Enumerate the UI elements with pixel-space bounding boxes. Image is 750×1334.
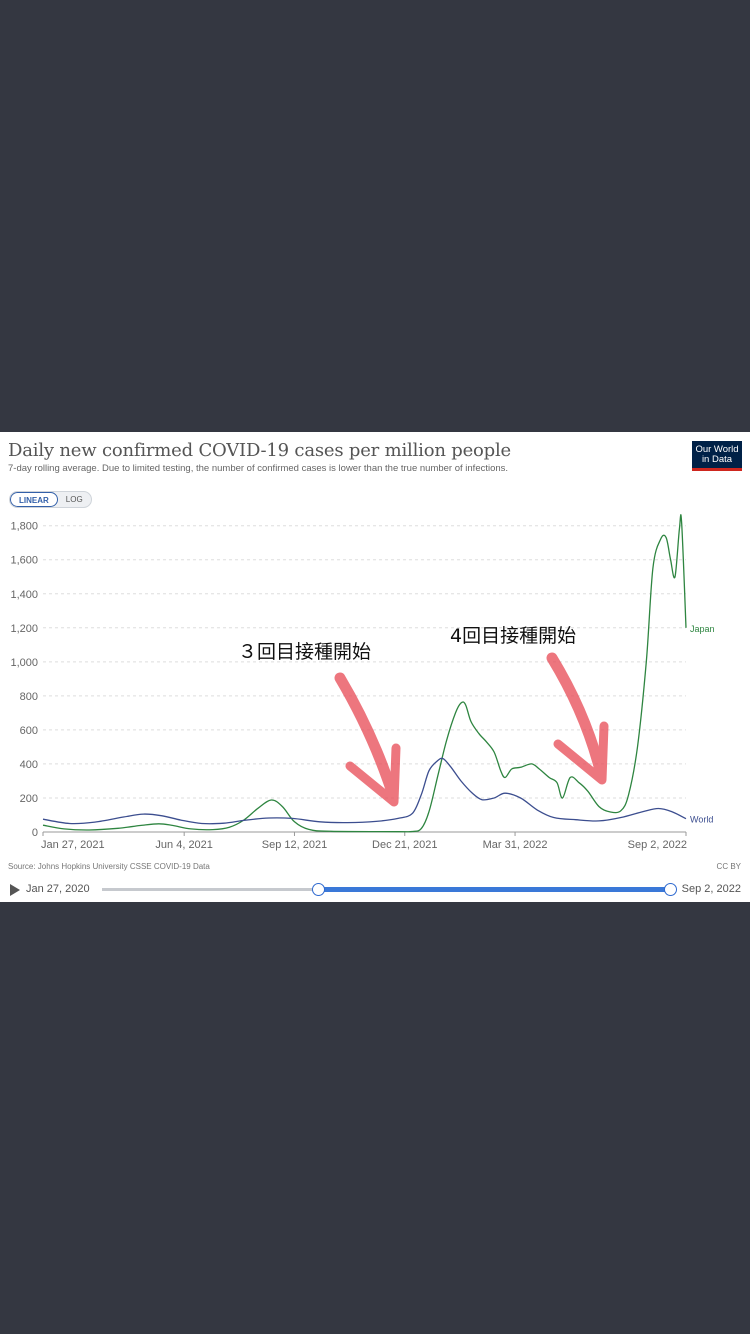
x-tick-label: Mar 31, 2022 [483, 839, 548, 851]
linear-scale-button[interactable]: LINEAR [10, 492, 58, 507]
license-label[interactable]: CC BY [716, 862, 741, 871]
logo-line-2: in Data [701, 454, 733, 465]
log-scale-button[interactable]: LOG [65, 495, 83, 504]
x-tick-label: Dec 21, 2021 [372, 839, 437, 851]
chart-card: Daily new confirmed COVID-19 cases per m… [0, 432, 750, 902]
x-tick-label: Sep 2, 2022 [628, 839, 687, 851]
logo-line-1: Our World [695, 444, 739, 455]
series-line-world [42, 757, 687, 825]
series-label-world: World [690, 815, 713, 825]
scale-toggle: LINEAR LOG [9, 491, 92, 508]
arrow-shaft [334, 672, 398, 798]
series-lines [42, 514, 687, 833]
chart-title: Daily new confirmed COVID-19 cases per m… [8, 440, 511, 461]
arrow-shaft [546, 652, 606, 776]
y-axis-ticks: 0 200 400 600 800 1,000 1,200 1,400 1,600 1,800 [10, 521, 38, 839]
arrow-head [553, 721, 609, 785]
line-chart: 0 200 400 600 800 1,000 1,200 1,400 1,600 1,800 J… [10, 514, 715, 851]
chart-grid [43, 525, 686, 833]
y-tick-label: 800 [20, 691, 38, 703]
x-tick-label: Jan 27, 2021 [41, 839, 105, 851]
y-tick-label: 1,800 [10, 521, 38, 533]
timeline-start-handle[interactable] [311, 883, 325, 896]
fourth-dose-annotation: 4回目接種開始 [450, 625, 576, 647]
arrow-head [345, 743, 401, 807]
y-tick-label: 200 [20, 793, 38, 805]
fourth-dose-arrow [546, 652, 609, 785]
chart-subtitle: 7-day rolling average. Due to limited te… [8, 463, 509, 474]
timeline-start-label: Jan 27, 2020 [26, 883, 90, 895]
timeline-selected-range [317, 887, 670, 892]
y-tick-label: 1,200 [10, 623, 38, 635]
y-tick-label: 1,600 [10, 555, 38, 567]
x-tick-label: Jun 4, 2021 [155, 839, 213, 851]
play-icon[interactable] [10, 884, 20, 896]
timeline-slider: Jan 27, 2020 Sep 2, 2022 [0, 880, 750, 898]
owid-logo[interactable]: Our World in Data [692, 441, 742, 471]
y-tick-label: 1,000 [10, 657, 38, 669]
x-axis-ticks: Jan 27, 2021 Jun 4, 2021 Sep 12, 2021 Dec 2… [41, 832, 687, 851]
source-note[interactable]: Source: Johns Hopkins University CSSE CO… [8, 862, 210, 871]
y-tick-label: 0 [32, 827, 38, 839]
third-dose-annotation: ３回目接種開始 [238, 641, 371, 663]
y-tick-label: 400 [20, 759, 38, 771]
timeline-end-label: Sep 2, 2022 [681, 883, 741, 895]
series-labels: Japan World [690, 624, 715, 825]
y-tick-label: 1,400 [10, 589, 38, 601]
series-label-japan: Japan [690, 624, 715, 634]
annotation-arrows [334, 652, 609, 807]
x-tick-label: Sep 12, 2021 [262, 839, 327, 851]
timeline-end-handle[interactable] [664, 883, 677, 896]
y-tick-label: 600 [20, 725, 38, 737]
series-line-japan [42, 514, 687, 833]
third-dose-arrow [334, 672, 401, 807]
